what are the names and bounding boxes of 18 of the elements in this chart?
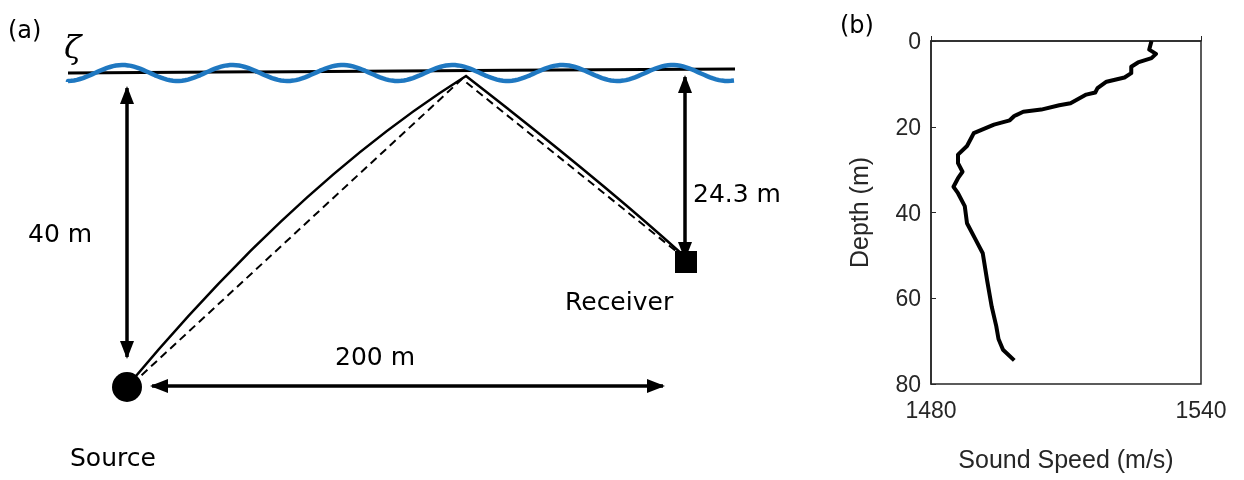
text: 40 m bbox=[28, 219, 93, 248]
text: Source bbox=[70, 443, 156, 472]
text: (a) bbox=[8, 16, 42, 44]
y-tick-label: 80 bbox=[895, 371, 921, 397]
line-series bbox=[951, 39, 1158, 363]
text: 24.3 m bbox=[693, 179, 781, 208]
chart-title: (b) bbox=[840, 11, 874, 39]
x-axis-title: Sound Speed (m/s) bbox=[958, 444, 1174, 473]
text: 200 m bbox=[335, 342, 416, 371]
x-tick-label: 1540 bbox=[1175, 396, 1227, 423]
text: ζ bbox=[64, 28, 83, 66]
text: Receiver bbox=[565, 287, 674, 316]
y-axis-title: Depth (m) bbox=[844, 156, 873, 269]
y-tick-label: 60 bbox=[895, 285, 921, 312]
y-tick-label: 40 bbox=[895, 199, 921, 226]
x-tick-label: 1480 bbox=[905, 396, 957, 423]
y-tick-label: 0 bbox=[908, 28, 921, 54]
y-tick-label: 20 bbox=[895, 113, 921, 140]
